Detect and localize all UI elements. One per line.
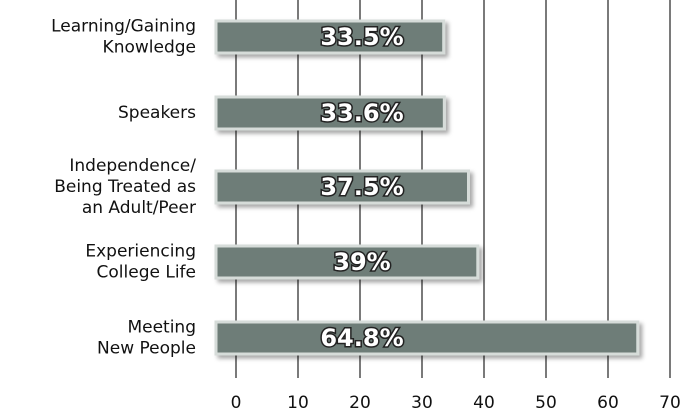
bar	[214, 320, 640, 356]
x-tick-label: 40	[473, 393, 495, 413]
category-line: Speakers	[118, 103, 196, 123]
category-label: Independence/Being Treated as an Adult/Pe…	[54, 156, 196, 218]
value-label: 33.5%	[320, 23, 403, 51]
category-line: Meeting	[127, 318, 196, 338]
bar	[214, 95, 446, 131]
category-label: Meeting New People	[97, 318, 196, 359]
category-line: an Adult/Peer	[82, 198, 196, 218]
category-label: Learning/Gaining Knowledge	[51, 17, 196, 58]
category-line: New People	[97, 339, 196, 359]
bar	[214, 169, 470, 205]
bar	[214, 244, 480, 280]
x-tick-label: 10	[287, 393, 309, 413]
category-line: Knowledge	[103, 38, 196, 58]
x-tick-label: 30	[411, 393, 433, 413]
category-line: Being Treated as	[54, 177, 196, 197]
category-label: Experiencing College Life	[85, 242, 196, 283]
value-label: 64.8%	[320, 324, 403, 352]
x-tick-label: 60	[597, 393, 619, 413]
category-line: Learning/Gaining	[51, 17, 196, 37]
x-tick-label: 20	[349, 393, 371, 413]
x-tick-label: 0	[231, 393, 242, 413]
category-line: Independence/	[69, 156, 196, 176]
category-line: College Life	[97, 263, 196, 283]
category-line: Experiencing	[85, 242, 196, 262]
value-label: 33.6%	[320, 99, 403, 127]
value-label: 39%	[333, 248, 390, 276]
value-label: 37.5%	[320, 173, 403, 201]
category-label: Speakers	[118, 103, 196, 123]
x-tick-label: 70	[659, 393, 681, 413]
bar	[214, 19, 446, 55]
x-tick-label: 50	[535, 393, 557, 413]
